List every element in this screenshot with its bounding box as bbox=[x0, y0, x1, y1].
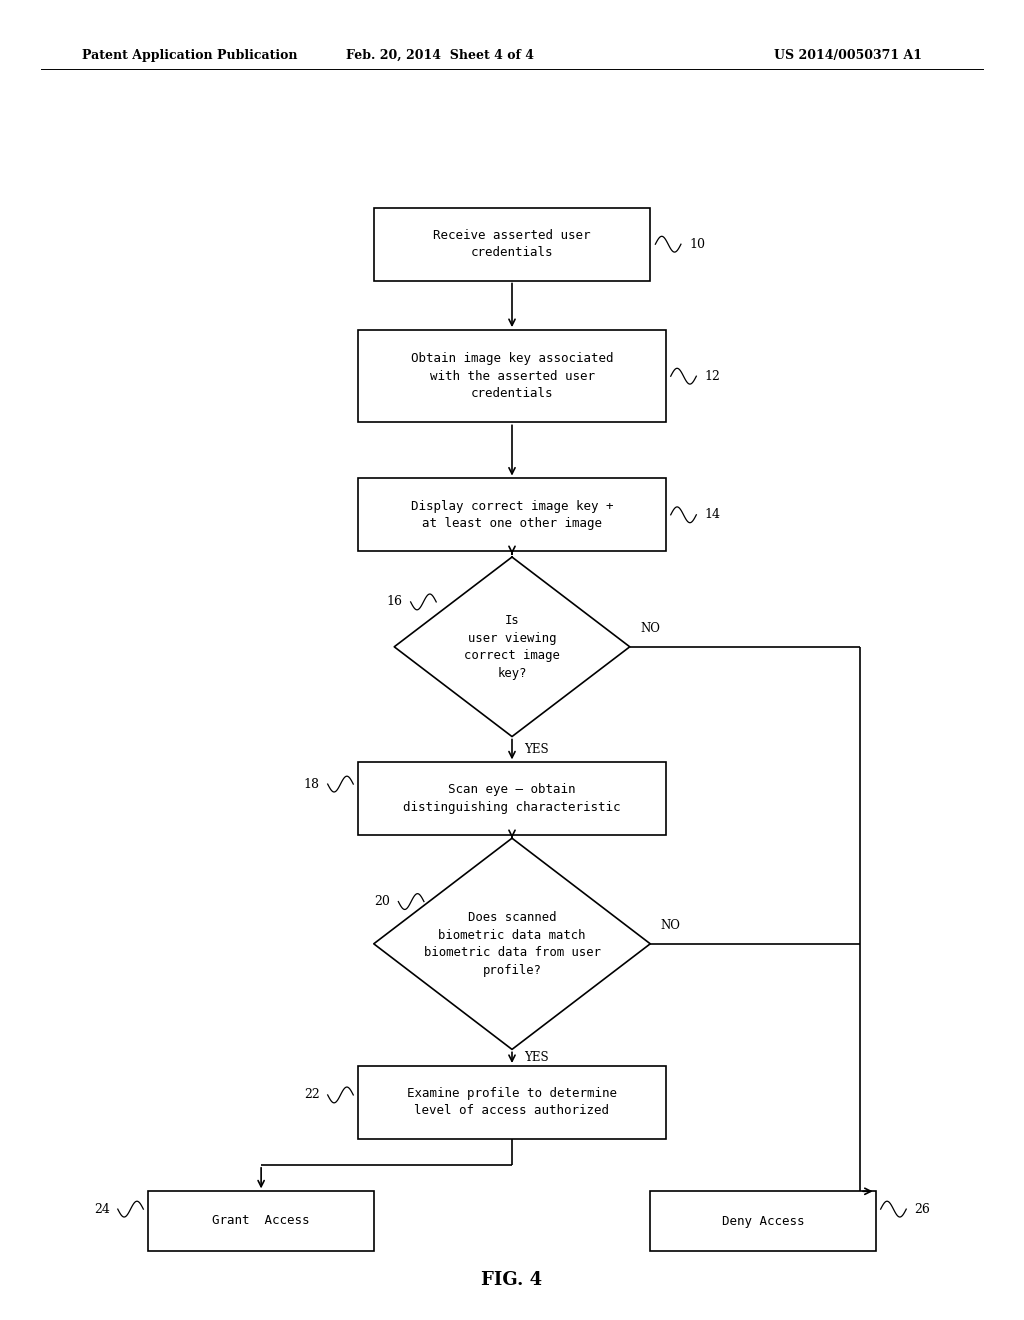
Text: Display correct image key +
at least one other image: Display correct image key + at least one… bbox=[411, 499, 613, 531]
Text: 22: 22 bbox=[304, 1089, 319, 1101]
Text: 18: 18 bbox=[303, 777, 319, 791]
Bar bbox=[358, 479, 666, 552]
Text: Does scanned
biometric data match
biometric data from user
profile?: Does scanned biometric data match biomet… bbox=[424, 911, 600, 977]
Text: Grant  Access: Grant Access bbox=[212, 1214, 310, 1228]
Text: 12: 12 bbox=[705, 370, 721, 383]
Bar bbox=[650, 1191, 876, 1251]
Text: 14: 14 bbox=[705, 508, 721, 521]
Polygon shape bbox=[374, 838, 650, 1049]
Bar bbox=[358, 1067, 666, 1138]
Text: Receive asserted user
credentials: Receive asserted user credentials bbox=[433, 228, 591, 260]
Text: 20: 20 bbox=[374, 895, 390, 908]
Bar bbox=[358, 763, 666, 836]
Text: Obtain image key associated
with the asserted user
credentials: Obtain image key associated with the ass… bbox=[411, 352, 613, 400]
Text: 26: 26 bbox=[914, 1203, 931, 1216]
Text: 10: 10 bbox=[689, 238, 706, 251]
Text: Scan eye – obtain
distinguishing characteristic: Scan eye – obtain distinguishing charact… bbox=[403, 783, 621, 814]
Text: Patent Application Publication: Patent Application Publication bbox=[82, 49, 297, 62]
Text: 16: 16 bbox=[386, 595, 402, 609]
Bar bbox=[148, 1191, 374, 1251]
Text: US 2014/0050371 A1: US 2014/0050371 A1 bbox=[773, 49, 922, 62]
Text: YES: YES bbox=[524, 743, 549, 756]
Bar bbox=[358, 330, 666, 422]
Text: Examine profile to determine
level of access authorized: Examine profile to determine level of ac… bbox=[407, 1086, 617, 1118]
Text: Is
user viewing
correct image
key?: Is user viewing correct image key? bbox=[464, 614, 560, 680]
Polygon shape bbox=[394, 557, 630, 737]
Text: YES: YES bbox=[524, 1051, 549, 1064]
Text: Deny Access: Deny Access bbox=[722, 1214, 804, 1228]
Text: Feb. 20, 2014  Sheet 4 of 4: Feb. 20, 2014 Sheet 4 of 4 bbox=[346, 49, 535, 62]
Text: NO: NO bbox=[640, 622, 659, 635]
Text: 24: 24 bbox=[93, 1203, 110, 1216]
Bar bbox=[374, 207, 650, 281]
Text: NO: NO bbox=[660, 919, 680, 932]
Text: FIG. 4: FIG. 4 bbox=[481, 1271, 543, 1290]
